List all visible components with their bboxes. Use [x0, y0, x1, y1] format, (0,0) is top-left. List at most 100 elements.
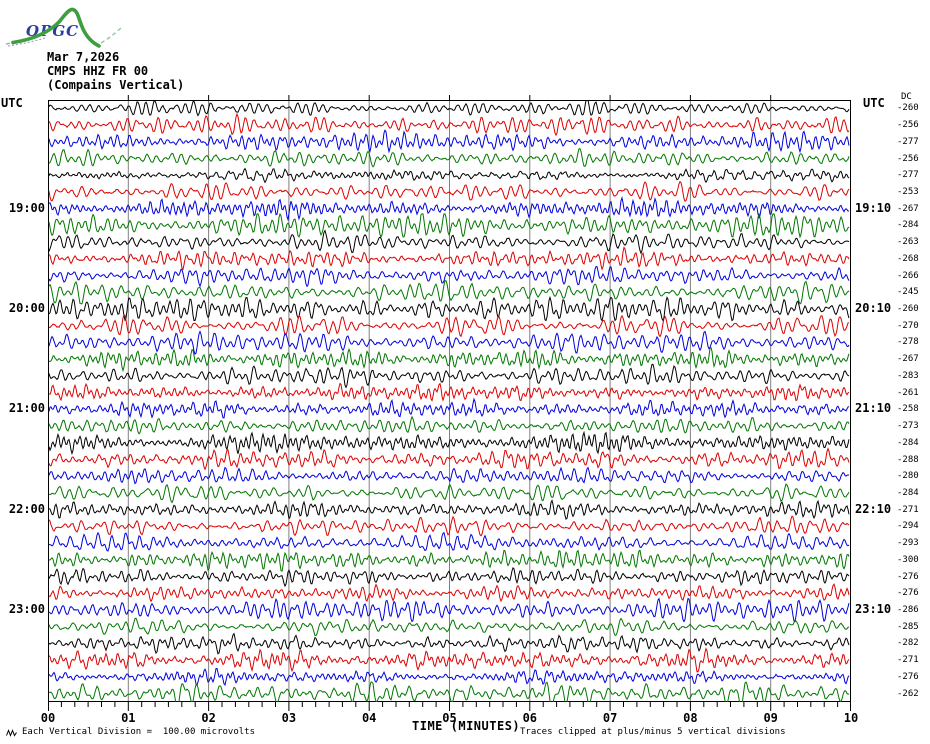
trace-row-34	[48, 668, 850, 687]
dc-value: -260	[897, 304, 919, 315]
hour-label-right: 22:10	[855, 501, 892, 516]
x-tick-label-02: 02	[201, 711, 216, 725]
logo-dash-right	[100, 27, 122, 44]
x-tick-label-07: 07	[602, 711, 618, 725]
x-tick-label-10: 10	[843, 711, 859, 725]
trace-row-31	[48, 617, 850, 637]
utc-label-left: UTC	[1, 96, 23, 110]
x-tick-label-04: 04	[361, 711, 377, 725]
trace-row-13	[48, 313, 850, 338]
dc-value: -283	[897, 370, 919, 381]
trace-row-5	[48, 180, 850, 202]
dc-value: -282	[897, 638, 919, 649]
dc-value: -286	[897, 605, 919, 616]
dc-value: -278	[897, 337, 919, 348]
dc-value: -276	[897, 588, 919, 599]
trace-row-12	[48, 295, 850, 322]
trace-row-15	[48, 346, 850, 373]
dc-value: -285	[897, 621, 919, 632]
top-minute-ticks	[127, 95, 772, 100]
trace-row-35	[48, 681, 850, 706]
trace-row-28	[48, 566, 850, 588]
dc-value: -245	[897, 287, 919, 298]
squiggle-icon	[6, 729, 17, 737]
trace-row-14	[48, 330, 850, 355]
trace-row-25	[48, 515, 850, 537]
trace-row-21	[48, 447, 850, 471]
dc-value: -256	[897, 120, 919, 131]
trace-row-17	[48, 382, 850, 403]
plot-area	[48, 98, 851, 706]
trace-row-26	[48, 531, 850, 552]
header-channel-desc: (Compains Vertical)	[47, 78, 185, 92]
dc-value: -276	[897, 571, 919, 582]
x-tick-label-01: 01	[121, 711, 136, 725]
dc-value: -268	[897, 253, 919, 264]
footer-clip-note: Traces clipped at plus/minus 5 vertical …	[520, 727, 786, 737]
dc-value: -260	[897, 103, 919, 114]
dc-value: -284	[897, 220, 919, 231]
hour-label-left: 19:00	[8, 200, 45, 215]
dc-value: -284	[897, 487, 919, 498]
dc-value: -271	[897, 504, 919, 515]
utc-label-right: UTC	[863, 96, 885, 110]
dc-value: -261	[897, 387, 919, 398]
header-station: CMPS HHZ FR 00	[47, 64, 149, 78]
trace-row-9	[48, 246, 850, 271]
hour-label-right: 23:10	[855, 602, 892, 617]
logo-curve	[11, 7, 101, 48]
trace-row-10	[48, 266, 850, 288]
seismogram-traces	[48, 98, 851, 706]
x-tick-label-08: 08	[683, 711, 698, 725]
hour-label-left: 20:00	[8, 301, 45, 316]
trace-row-1	[48, 112, 850, 137]
footer-division-note: Each Vertical Division = 100.00 microvol…	[22, 727, 255, 737]
trace-row-29	[48, 583, 850, 603]
dc-value: -271	[897, 655, 919, 666]
trace-row-33	[48, 647, 850, 673]
trace-row-16	[48, 363, 850, 389]
dc-value: -253	[897, 186, 919, 197]
hour-label-left: 22:00	[8, 501, 45, 516]
x-tick-label-00: 00	[40, 711, 56, 725]
dc-value: -266	[897, 270, 919, 281]
hour-label-left: 23:00	[8, 602, 45, 617]
trace-row-2	[48, 129, 850, 154]
dc-value: -273	[897, 421, 919, 432]
trace-row-4	[48, 167, 850, 184]
trace-row-6	[48, 195, 849, 222]
dc-value: -263	[897, 237, 919, 248]
trace-row-24	[48, 499, 850, 520]
dc-value: -293	[897, 538, 919, 549]
trace-row-18	[48, 397, 850, 419]
x-tick-label-03: 03	[281, 711, 297, 725]
x-tick-label-06: 06	[522, 711, 538, 725]
x-tick-label-09: 09	[763, 711, 778, 725]
x-tick-label-05: 05	[442, 711, 457, 725]
trace-row-0	[48, 98, 850, 117]
trace-row-8	[48, 229, 850, 255]
hour-label-left: 21:00	[8, 401, 45, 416]
x-axis-title: TIME (MINUTES)	[412, 719, 521, 733]
dc-value: -267	[897, 203, 919, 214]
trace-row-22	[48, 466, 850, 485]
dc-value: -294	[897, 521, 919, 532]
hour-label-right: 21:10	[855, 401, 892, 416]
opgc-logo: OPGC	[5, 7, 122, 48]
dc-value: -258	[897, 404, 919, 415]
trace-row-27	[48, 549, 850, 573]
dc-column-header: DC	[901, 92, 912, 102]
trace-row-7	[48, 212, 850, 239]
dc-value: -277	[897, 136, 919, 147]
trace-row-11	[48, 280, 850, 305]
plot-border	[48, 100, 851, 702]
trace-row-20	[48, 430, 850, 456]
header-date: Mar 7,2026	[47, 50, 120, 64]
hour-label-right: 19:10	[855, 200, 892, 215]
trace-row-3	[48, 148, 850, 168]
trace-row-32	[48, 632, 850, 655]
dc-value: -280	[897, 471, 919, 482]
trace-row-30	[48, 597, 850, 623]
header-block: Mar 7,2026 CMPS HHZ FR 00 (Compains Vert…	[47, 50, 184, 92]
